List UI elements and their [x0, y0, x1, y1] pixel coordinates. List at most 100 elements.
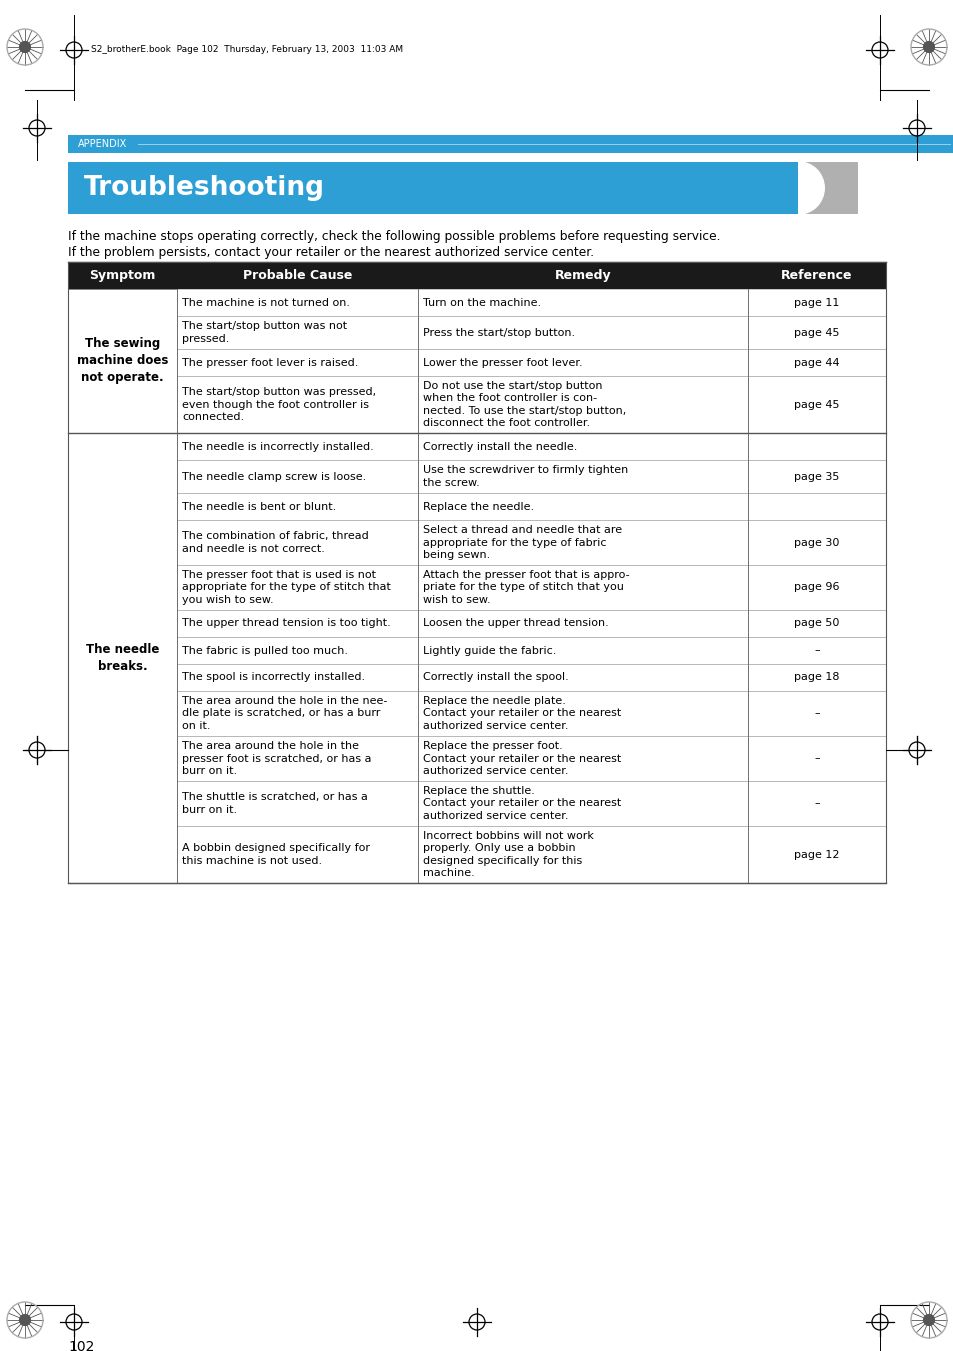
Bar	[417, 736, 747, 781]
Bar	[177, 781, 417, 825]
Bar	[747, 690, 885, 736]
Circle shape	[923, 42, 933, 53]
Bar	[68, 262, 885, 884]
Bar	[177, 611, 417, 638]
Bar	[747, 638, 885, 663]
Bar	[177, 289, 417, 316]
Text: Turn on the machine.: Turn on the machine.	[422, 297, 540, 308]
Circle shape	[20, 1315, 30, 1325]
Bar	[747, 736, 885, 781]
Bar	[177, 459, 417, 493]
Bar	[177, 349, 417, 376]
Bar	[417, 434, 747, 459]
Text: page 50: page 50	[794, 619, 839, 628]
Text: The spool is incorrectly installed.: The spool is incorrectly installed.	[182, 673, 365, 682]
Text: Lower the presser foot lever.: Lower the presser foot lever.	[422, 358, 582, 367]
Text: If the problem persists, contact your retailer or the nearest authorized service: If the problem persists, contact your re…	[68, 246, 594, 259]
Text: Symptom: Symptom	[90, 269, 155, 282]
Bar	[417, 638, 747, 663]
Text: Use the screwdriver to firmly tighten
the screw.: Use the screwdriver to firmly tighten th…	[422, 465, 628, 488]
Bar	[417, 520, 747, 565]
Circle shape	[923, 1315, 933, 1325]
Bar	[747, 459, 885, 493]
Bar	[747, 520, 885, 565]
Text: page 18: page 18	[794, 673, 839, 682]
Text: 102: 102	[68, 1340, 94, 1351]
Bar	[177, 736, 417, 781]
Bar	[417, 493, 747, 520]
Text: page 45: page 45	[794, 327, 839, 338]
Text: –: –	[813, 646, 819, 655]
Bar	[789, 162, 797, 213]
Text: page 30: page 30	[794, 538, 839, 547]
Bar	[177, 434, 417, 459]
Bar	[417, 825, 747, 884]
Bar	[417, 781, 747, 825]
Bar	[417, 565, 747, 611]
Text: Correctly install the needle.: Correctly install the needle.	[422, 442, 577, 451]
Bar	[68, 162, 797, 213]
Text: The needle is incorrectly installed.: The needle is incorrectly installed.	[182, 442, 374, 451]
Text: page 12: page 12	[794, 850, 839, 859]
Text: The fabric is pulled too much.: The fabric is pulled too much.	[182, 646, 348, 655]
Text: The upper thread tension is too tight.: The upper thread tension is too tight.	[182, 619, 391, 628]
Bar	[747, 434, 885, 459]
Bar	[747, 565, 885, 611]
Text: Reference: Reference	[781, 269, 852, 282]
Bar	[417, 663, 747, 690]
Text: The presser foot lever is raised.: The presser foot lever is raised.	[182, 358, 358, 367]
Bar	[177, 565, 417, 611]
Bar	[417, 611, 747, 638]
Bar	[417, 376, 747, 434]
Text: The area around the hole in the
presser foot is scratched, or has a
burr on it.: The area around the hole in the presser …	[182, 742, 371, 775]
Bar	[747, 493, 885, 520]
Bar	[417, 349, 747, 376]
Text: Attach the presser foot that is appro-
priate for the type of stitch that you
wi: Attach the presser foot that is appro- p…	[422, 570, 629, 605]
Bar	[747, 376, 885, 434]
Bar	[747, 663, 885, 690]
Bar	[797, 162, 857, 213]
Text: APPENDIX: APPENDIX	[78, 139, 127, 149]
Text: –: –	[813, 754, 819, 763]
Bar	[747, 611, 885, 638]
Text: The area around the hole in the nee-
dle plate is scratched, or has a burr
on it: The area around the hole in the nee- dle…	[182, 696, 387, 731]
Text: Remedy: Remedy	[554, 269, 611, 282]
Text: Correctly install the spool.: Correctly install the spool.	[422, 673, 568, 682]
Text: Select a thread and needle that are
appropriate for the type of fabric
being sew: Select a thread and needle that are appr…	[422, 526, 621, 559]
Text: page 35: page 35	[794, 471, 839, 481]
Text: If the machine stops operating correctly, check the following possible problems : If the machine stops operating correctly…	[68, 230, 720, 243]
Text: Replace the presser foot.
Contact your retailer or the nearest
authorized servic: Replace the presser foot. Contact your r…	[422, 742, 620, 775]
Text: –: –	[813, 708, 819, 719]
Bar	[747, 781, 885, 825]
Bar	[747, 825, 885, 884]
Bar	[417, 289, 747, 316]
Bar	[747, 316, 885, 349]
Bar	[417, 459, 747, 493]
Text: Replace the needle plate.
Contact your retailer or the nearest
authorized servic: Replace the needle plate. Contact your r…	[422, 696, 620, 731]
Text: Replace the needle.: Replace the needle.	[422, 501, 534, 512]
Text: Replace the shuttle.
Contact your retailer or the nearest
authorized service cen: Replace the shuttle. Contact your retail…	[422, 786, 620, 821]
Text: The needle
breaks.: The needle breaks.	[86, 643, 159, 673]
Text: Incorrect bobbins will not work
properly. Only use a bobbin
designed specificall: Incorrect bobbins will not work properly…	[422, 831, 594, 878]
Text: The machine is not turned on.: The machine is not turned on.	[182, 297, 350, 308]
Text: Probable Cause: Probable Cause	[243, 269, 352, 282]
Text: Do not use the start/stop button
when the foot controller is con-
nected. To use: Do not use the start/stop button when th…	[422, 381, 625, 428]
Text: A bobbin designed specifically for
this machine is not used.: A bobbin designed specifically for this …	[182, 843, 370, 866]
Bar	[417, 690, 747, 736]
Bar	[68, 262, 885, 289]
Bar	[68, 135, 953, 153]
Text: page 45: page 45	[794, 400, 839, 409]
Text: Press the start/stop button.: Press the start/stop button.	[422, 327, 575, 338]
Bar	[177, 663, 417, 690]
Text: The combination of fabric, thread
and needle is not correct.: The combination of fabric, thread and ne…	[182, 531, 369, 554]
Bar	[177, 493, 417, 520]
Bar	[177, 638, 417, 663]
Bar	[417, 316, 747, 349]
Text: The needle is bent or blunt.: The needle is bent or blunt.	[182, 501, 335, 512]
Text: Troubleshooting: Troubleshooting	[84, 176, 325, 201]
Text: The sewing
machine does
not operate.: The sewing machine does not operate.	[77, 338, 168, 385]
Circle shape	[20, 42, 30, 53]
Bar	[747, 289, 885, 316]
Text: page 96: page 96	[794, 582, 839, 593]
Text: S2_brotherE.book  Page 102  Thursday, February 13, 2003  11:03 AM: S2_brotherE.book Page 102 Thursday, Febr…	[91, 46, 403, 54]
